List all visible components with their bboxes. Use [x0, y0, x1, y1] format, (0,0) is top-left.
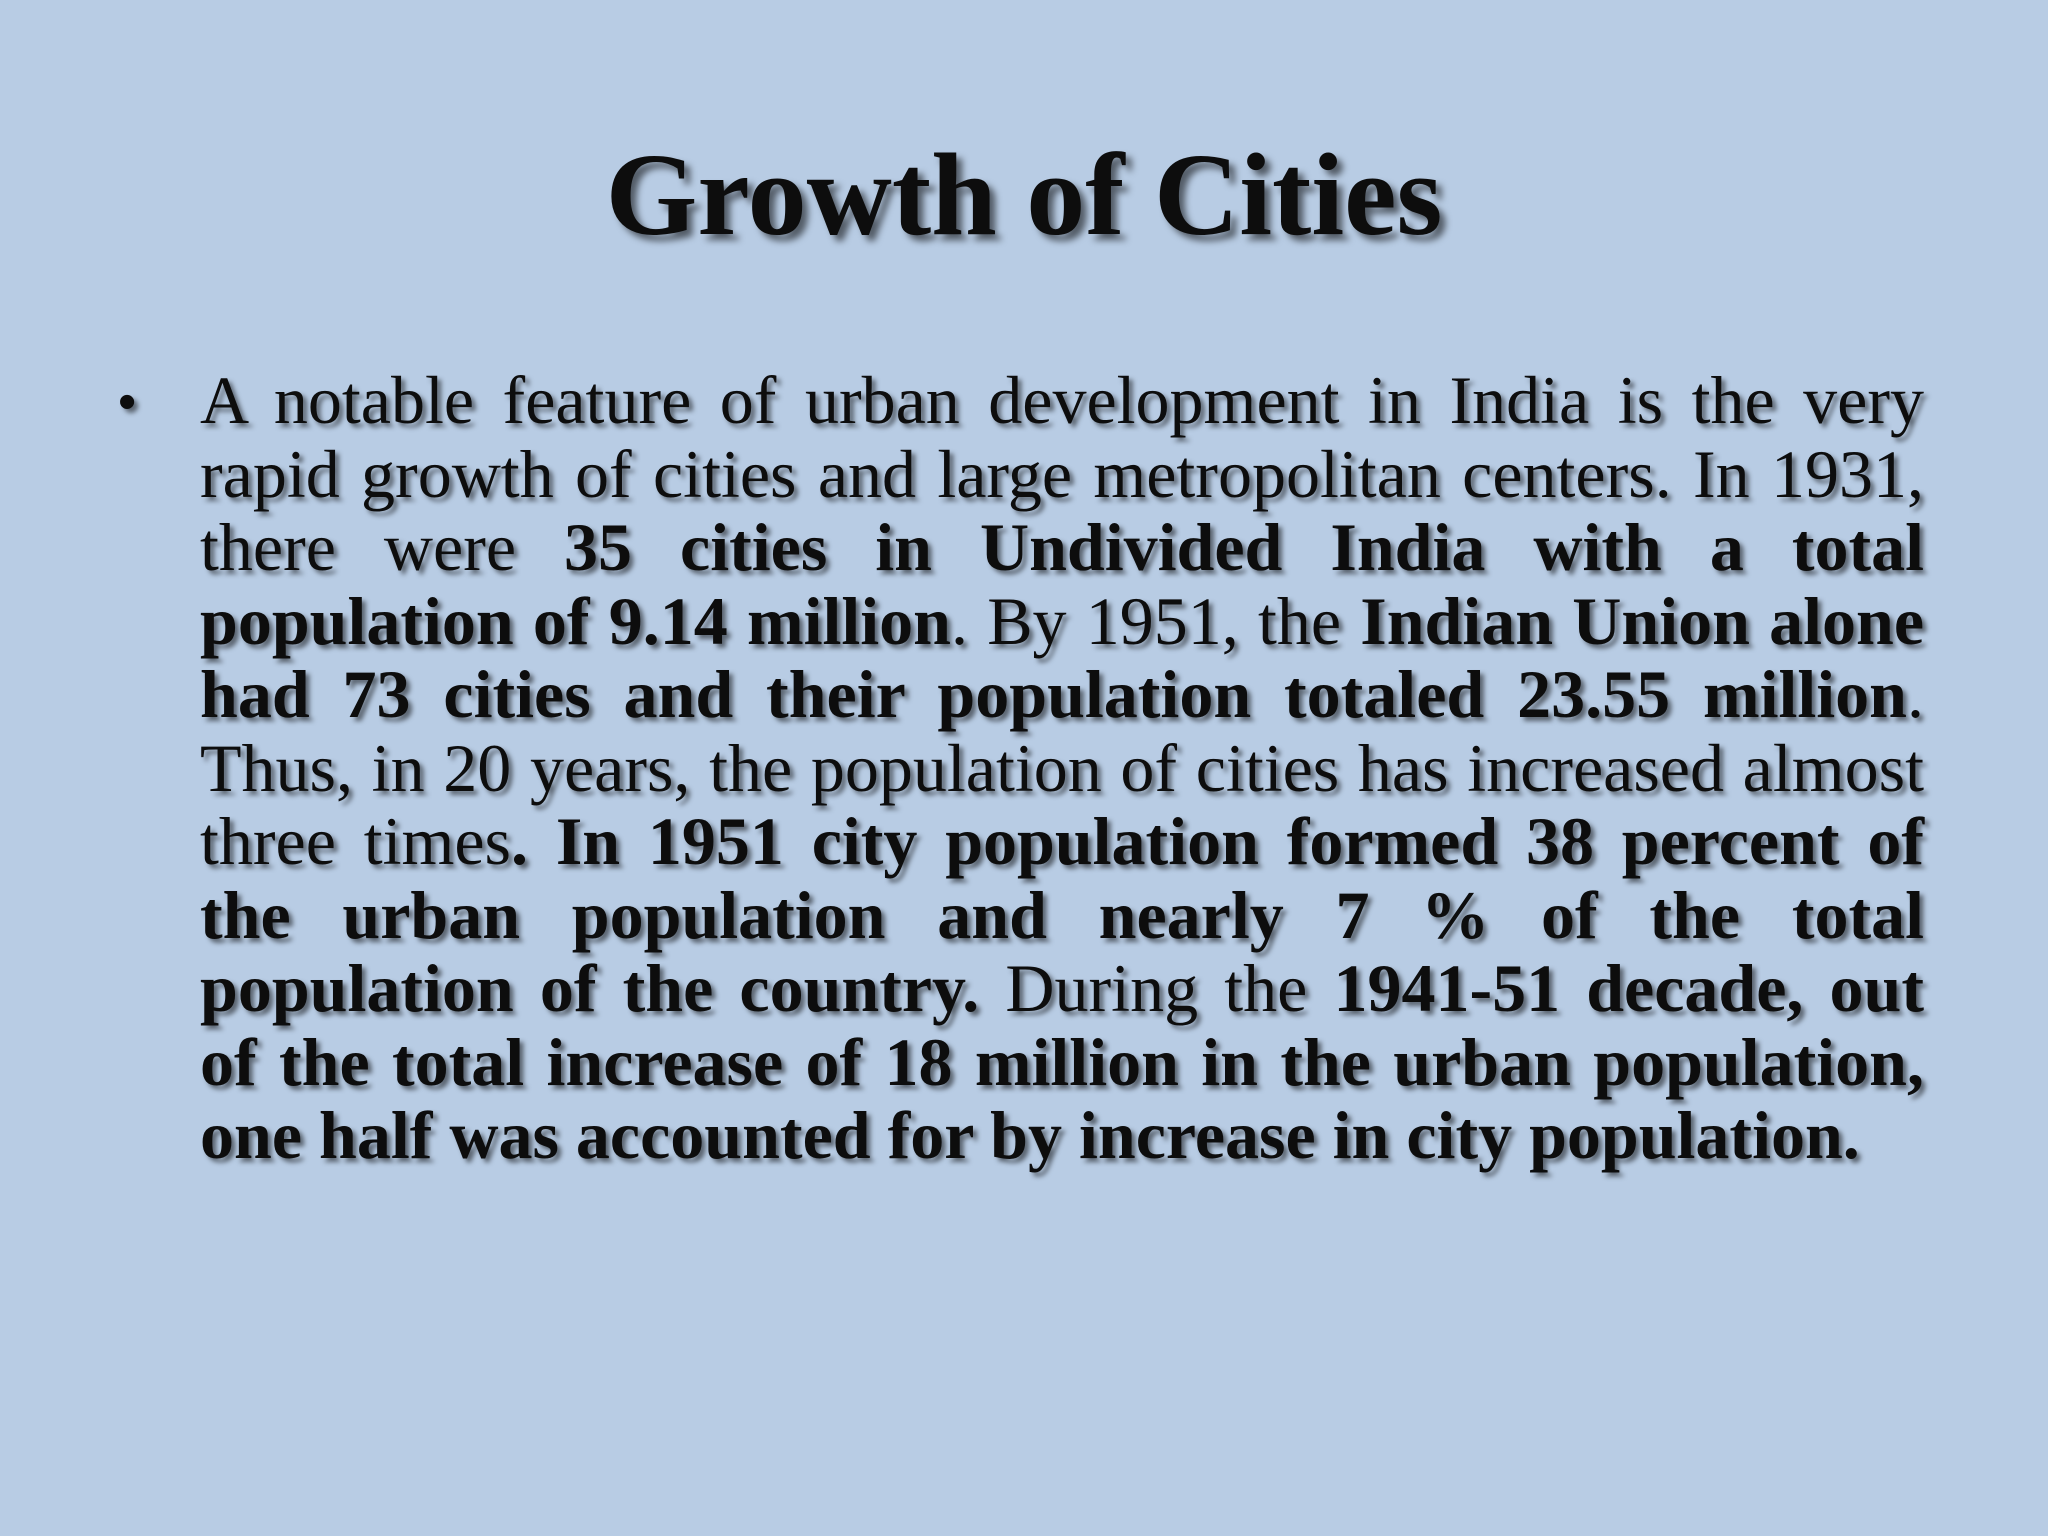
- text-segment: . Thus, in 20 years, the population of c…: [200, 656, 1924, 879]
- bullet-paragraph: A notable feature of urban development i…: [200, 362, 1925, 1173]
- text-segment-bold: . In 1951 city population formed 38 perc…: [200, 803, 1924, 1026]
- bullet-icon: •: [118, 373, 137, 431]
- slide-title: Growth of Cities: [605, 129, 1443, 260]
- text-segment-bold: 35 cities in Undivided India with a tota…: [200, 509, 1925, 659]
- text-segment: A notable feature of urban development i…: [200, 362, 1924, 585]
- text-segment: During the: [979, 950, 1334, 1026]
- text-segment-bold: Indian Union alone had 73 cities and the…: [200, 582, 1924, 732]
- text-segment-bold: 1941-51 decade, out of the total increas…: [200, 950, 1924, 1173]
- text-segment: . By 1951, the: [951, 582, 1361, 659]
